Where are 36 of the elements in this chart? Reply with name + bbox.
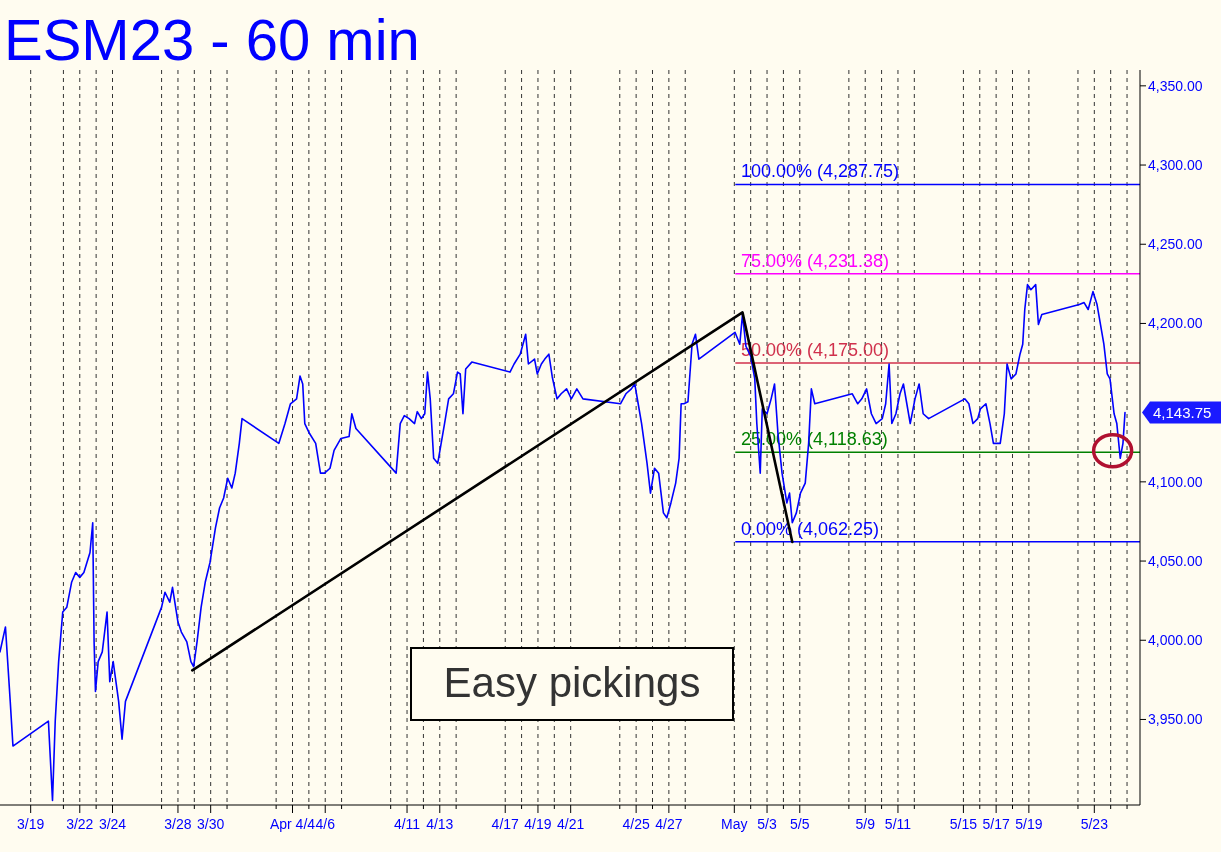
x-tick-label: 5/17 — [982, 816, 1010, 832]
x-tick-label: 5/23 — [1080, 816, 1109, 832]
x-tick-label: 5/5 — [790, 816, 810, 832]
y-tick-label: 4,100.00 — [1148, 473, 1203, 490]
x-tick-label: May — [721, 816, 748, 832]
x-tick-label: 4/25 — [622, 816, 650, 832]
ref-line-label: 100.00% (4,287.75) — [741, 161, 900, 182]
x-tick-label: 4/27 — [655, 816, 683, 832]
y-tick-label: 4,250.00 — [1148, 236, 1203, 253]
y-tick-label: 3,950.00 — [1148, 711, 1203, 728]
x-tick-label: 5/9 — [855, 816, 876, 832]
x-tick-label: 5/3 — [757, 816, 777, 832]
x-tick-label: 4/6 — [315, 816, 336, 832]
x-tick-label: 3/22 — [66, 816, 94, 832]
y-tick-label: 4,350.00 — [1148, 77, 1203, 94]
y-tick-label: 4,300.00 — [1148, 156, 1203, 173]
y-tick-label: 4,050.00 — [1148, 552, 1203, 569]
annotation: Easy pickings — [443, 659, 701, 706]
x-tick-label: 3/30 — [197, 816, 225, 832]
text: 4,143.75 — [1153, 403, 1212, 421]
x-tick-label: 5/19 — [1015, 816, 1043, 832]
x-tick-label: 4/17 — [491, 816, 520, 832]
x-tick-label: 3/24 — [98, 816, 127, 832]
y-tick-label: 4,200.00 — [1148, 315, 1203, 332]
x-tick-label: 5/15 — [949, 816, 978, 832]
x-tick-label: Apr 4/4 — [269, 816, 316, 832]
x-tick-label: 4/13 — [426, 816, 454, 832]
x-tick-label: 4/19 — [524, 816, 552, 832]
x-tick-label: 5/11 — [884, 816, 912, 832]
x-tick-label: 3/19 — [17, 816, 45, 832]
x-tick-label: 4/21 — [557, 816, 585, 832]
chart-title: ESM23 - 60 min — [4, 7, 420, 72]
ref-line-label: 75.00% (4,231.38) — [741, 250, 890, 271]
y-tick-label: 4,000.00 — [1148, 632, 1203, 649]
x-tick-label: 4/11 — [393, 816, 421, 832]
x-tick-label: 3/28 — [164, 816, 192, 832]
